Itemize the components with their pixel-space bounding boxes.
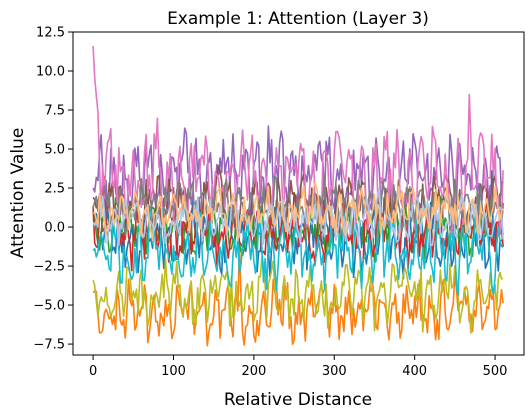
plot-frame — [72, 31, 525, 356]
y-tick-label: −5.0 — [33, 299, 65, 314]
y-axis-label: Attention Value — [8, 128, 28, 259]
y-tick-label: −2.5 — [33, 260, 65, 275]
series-line — [92, 125, 504, 227]
y-axis-ticks: −7.5 −5.0 −2.5 0.0 2.5 5.0 7.5 10.0 12.5 — [33, 26, 73, 353]
x-axis-ticks: 0 100 200 300 400 500 — [89, 355, 508, 379]
series-line — [92, 255, 504, 334]
x-tick-label: 400 — [402, 364, 427, 379]
series-line — [92, 187, 504, 247]
x-tick-label: 0 — [89, 364, 97, 379]
x-tick-label: 300 — [322, 364, 347, 379]
x-tick-label: 500 — [483, 364, 508, 379]
y-tick-label: −7.5 — [33, 338, 65, 353]
x-tick-label: 100 — [161, 364, 186, 379]
y-tick-label: 7.5 — [44, 104, 65, 119]
y-tick-label: 5.0 — [44, 143, 65, 158]
series-line — [92, 45, 504, 239]
y-tick-label: 12.5 — [36, 26, 65, 41]
y-tick-label: 2.5 — [44, 182, 65, 197]
y-tick-label: 0.0 — [44, 221, 65, 236]
x-axis-label: Relative Distance — [224, 390, 372, 410]
y-tick-label: 10.0 — [36, 65, 65, 80]
series-lines — [92, 45, 504, 347]
series-line — [92, 242, 504, 347]
x-tick-label: 200 — [241, 364, 266, 379]
chart-title: Example 1: Attention (Layer 3) — [167, 9, 429, 29]
series-line — [93, 181, 504, 242]
